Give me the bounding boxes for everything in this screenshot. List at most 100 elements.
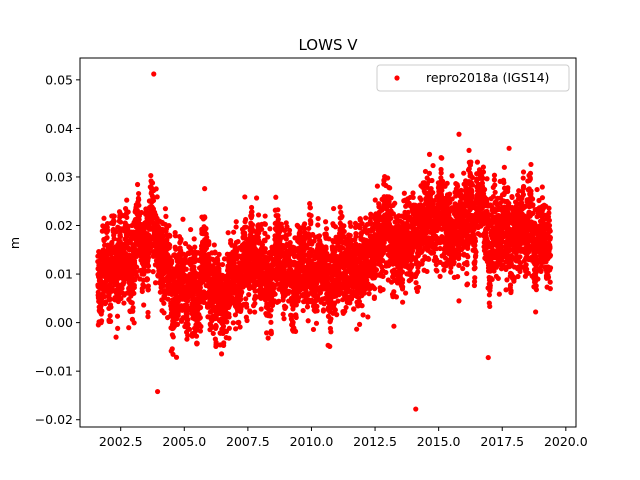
data-point [169, 346, 175, 352]
data-point [268, 331, 274, 337]
data-point [172, 233, 179, 239]
data-point [188, 226, 194, 233]
data-point [134, 264, 140, 270]
data-point [115, 325, 121, 331]
data-point [323, 226, 330, 232]
data-point [262, 221, 268, 227]
data-point [259, 226, 265, 232]
data-point [426, 256, 432, 262]
data-point [145, 309, 151, 316]
data-point [403, 290, 409, 296]
data-point [306, 225, 312, 232]
data-point [388, 215, 394, 221]
data-point [293, 314, 299, 321]
data-point [107, 313, 113, 319]
data-point [145, 263, 152, 269]
data-point [297, 230, 303, 236]
data-point [400, 299, 406, 305]
data-point [153, 186, 159, 192]
data-point [331, 205, 337, 212]
data-point [191, 236, 197, 242]
data-point [413, 280, 419, 286]
data-point [121, 300, 127, 306]
data-point [429, 177, 435, 184]
data-point [224, 319, 230, 325]
data-point [161, 270, 168, 276]
data-point [173, 246, 179, 252]
data-point [275, 216, 281, 222]
data-point [133, 269, 139, 275]
data-point [178, 236, 184, 242]
data-point [249, 209, 255, 215]
data-point [365, 314, 371, 320]
data-point [430, 162, 436, 169]
data-point [360, 312, 366, 318]
data-point [283, 304, 289, 310]
data-point [175, 312, 181, 319]
data-point [292, 328, 299, 334]
data-point [239, 289, 245, 295]
data-point [114, 313, 121, 319]
data-point [149, 180, 156, 186]
data-point [415, 284, 422, 290]
data-point [117, 233, 124, 240]
data-point [130, 305, 136, 311]
data-point [108, 318, 114, 324]
data-point [233, 219, 239, 225]
data-point [323, 246, 329, 252]
data-point [430, 189, 436, 196]
data-point [202, 215, 208, 221]
data-point [164, 237, 170, 243]
data-point [104, 227, 111, 233]
data-point [198, 324, 204, 330]
data-point [341, 223, 347, 229]
data-point [353, 233, 359, 240]
data-point [363, 215, 369, 221]
data-point [335, 298, 341, 304]
data-point [280, 311, 286, 317]
data-point [438, 170, 444, 176]
data-point [186, 326, 193, 332]
data-point [188, 247, 194, 253]
data-point [287, 240, 293, 246]
data-point [392, 200, 398, 206]
data-point [211, 242, 217, 248]
data-point [424, 268, 430, 275]
data-point [180, 216, 186, 222]
data-point [385, 175, 391, 181]
data-point [152, 280, 159, 286]
data-point [126, 325, 132, 331]
data-point [341, 228, 347, 235]
data-point [387, 185, 393, 191]
data-point [111, 213, 117, 219]
data-point [268, 319, 274, 325]
data-point [206, 240, 212, 246]
data-point [136, 197, 142, 203]
data-point [313, 320, 320, 326]
data-point [237, 324, 243, 330]
data-point [169, 258, 175, 264]
data-point [410, 194, 416, 201]
data-point [247, 309, 253, 315]
data-point [118, 295, 124, 302]
data-point [161, 310, 167, 316]
data-point [174, 321, 181, 327]
data-point [193, 333, 200, 339]
data-point [323, 219, 329, 225]
data-point [101, 215, 107, 221]
data-point [124, 197, 130, 203]
data-point [99, 308, 105, 314]
data-point [409, 263, 415, 269]
data-point [220, 323, 227, 329]
data-point [308, 212, 314, 219]
data-point [243, 216, 249, 223]
data-point [145, 268, 152, 274]
data-point [167, 232, 173, 239]
data-point [150, 197, 157, 204]
data-point [290, 319, 296, 326]
data-point [113, 334, 119, 340]
data-point [161, 300, 167, 306]
data-point [262, 213, 268, 219]
data-point [305, 318, 311, 324]
